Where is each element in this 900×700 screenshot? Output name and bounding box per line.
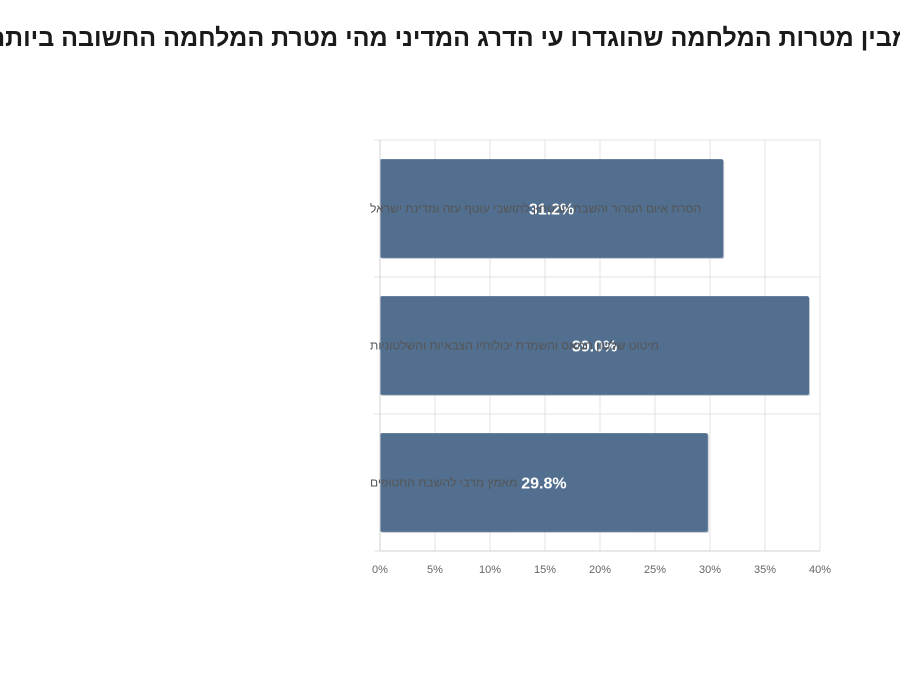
data-label: 31.2%	[529, 202, 574, 219]
x-tick-label: 10%	[479, 564, 501, 576]
bar	[380, 159, 724, 258]
bar	[380, 433, 708, 532]
data-label: 29.8%	[521, 476, 566, 493]
x-tick-label: 35%	[754, 564, 776, 576]
x-tick-label: 0%	[372, 564, 388, 576]
x-tick-label: 15%	[534, 564, 556, 576]
x-tick-label: 20%	[589, 564, 611, 576]
bars	[380, 159, 810, 533]
x-tick-label: 30%	[699, 564, 721, 576]
axes	[379, 140, 820, 552]
x-tick-label: 40%	[809, 564, 831, 576]
bar	[380, 296, 809, 395]
category-label: מאמץ מרבי להשבת החטופים	[370, 476, 517, 490]
chart-title: מבין מטרות המלחמה שהוגדרו עי הדרג המדיני…	[0, 24, 900, 52]
category-label: מיטוט שלטון חמאס והשמדת יכולותיו הצבאיות…	[370, 339, 659, 353]
x-tick-label: 5%	[427, 564, 443, 576]
data-label: 39.0%	[572, 339, 617, 356]
x-tick-label: 25%	[644, 564, 666, 576]
category-label: הסרת איום הטרור והשבת הבטחון לתושבי עוטף…	[370, 202, 701, 216]
labels: 0% 5% 10% 15% 20% 25% 30% 35% 40% 31.2%הסרת איום …	[370, 202, 831, 577]
